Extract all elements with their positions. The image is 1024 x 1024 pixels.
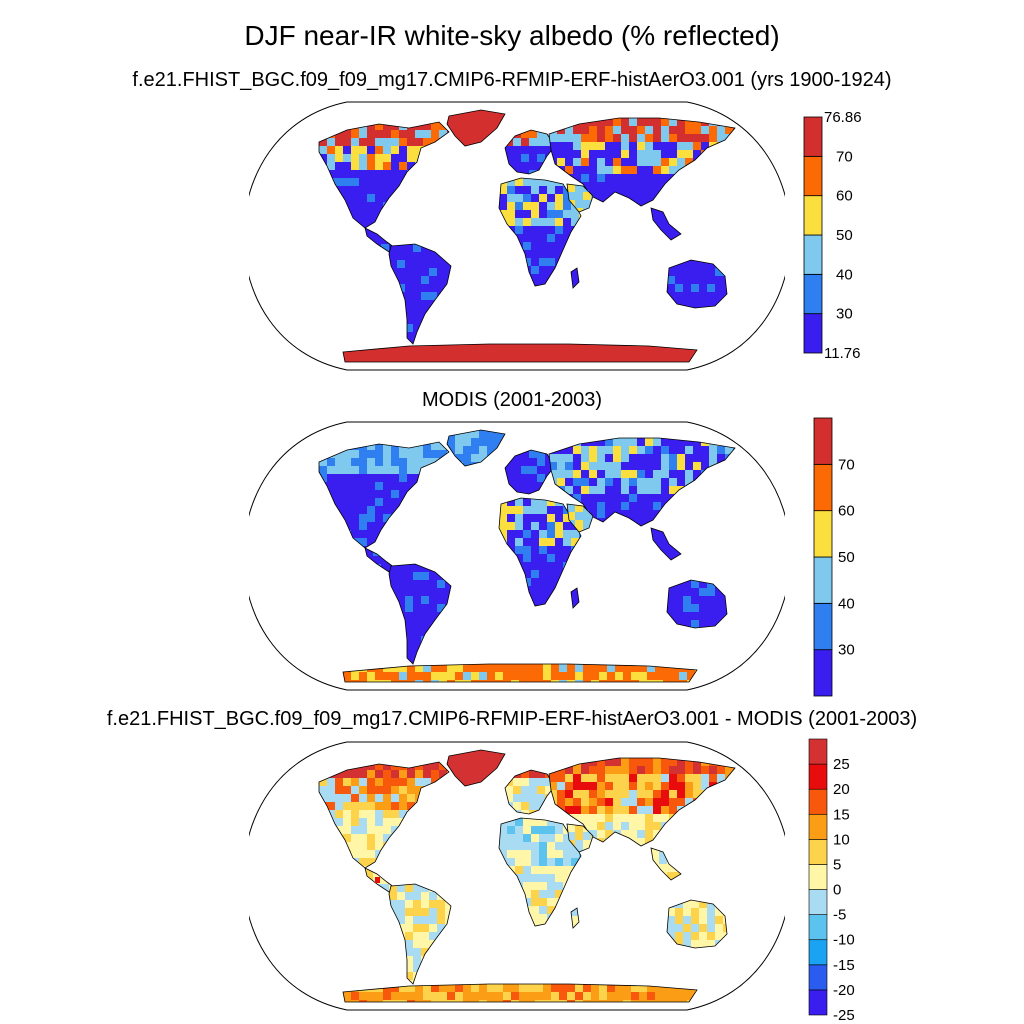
north-america-outline bbox=[318, 121, 450, 229]
arabia-outline bbox=[566, 183, 594, 213]
figure-title: DJF near-IR white-sky albedo (% reflecte… bbox=[244, 20, 780, 51]
colorbar-tick-label: -15 bbox=[833, 957, 855, 974]
southeast-asia-outline bbox=[650, 207, 682, 241]
colorbar-segment-4 bbox=[813, 463, 833, 512]
colorbar-tick-label: 20 bbox=[833, 781, 850, 798]
colorbar-segment-1 bbox=[808, 964, 828, 991]
colorbar-segment-0 bbox=[808, 989, 828, 1016]
madagascar-outline bbox=[570, 907, 580, 929]
colorbar-tick-label: -10 bbox=[833, 932, 855, 949]
europe-outline bbox=[504, 129, 556, 175]
arabia-outline bbox=[566, 823, 594, 853]
southeast-asia-outline bbox=[650, 847, 682, 881]
colorbar-tick-label: 11.76 bbox=[824, 345, 860, 362]
asia-outline bbox=[548, 437, 736, 527]
africa-outline bbox=[498, 817, 582, 927]
north-america-outline bbox=[318, 761, 450, 869]
antarctica-outline bbox=[342, 343, 698, 363]
difference-panel-title: f.e21.FHIST_BGC.f09_f09_mg17.CMIP6-RFMIP… bbox=[106, 708, 918, 730]
map-frame bbox=[249, 421, 785, 691]
australia-fill bbox=[667, 260, 727, 308]
asia-outline bbox=[548, 117, 736, 207]
colorbar-segment-3 bbox=[803, 195, 823, 236]
colorbar-tick-label: -20 bbox=[833, 982, 855, 999]
colorbar-segment-3 bbox=[808, 914, 828, 941]
colorbar-tick-label: 50 bbox=[838, 549, 855, 566]
colorbar-tick-label: 40 bbox=[838, 595, 855, 612]
colorbar-segment-5 bbox=[803, 116, 823, 157]
map-frame bbox=[249, 741, 785, 1011]
colorbar-segment-9 bbox=[808, 763, 828, 790]
colorbar-segment-5 bbox=[813, 417, 833, 465]
australia-outline bbox=[666, 579, 728, 629]
greenland-outline bbox=[446, 109, 506, 147]
modis-albedo-map bbox=[249, 421, 785, 691]
colorbar-segment-5 bbox=[808, 864, 828, 890]
map-frame bbox=[249, 101, 785, 371]
southeast-asia-outline bbox=[650, 527, 682, 561]
north-america-outline bbox=[318, 441, 450, 549]
colorbar-tick-label: 60 bbox=[836, 188, 853, 205]
south-america-outline bbox=[388, 883, 452, 985]
colorbar-tick-label: -5 bbox=[833, 907, 846, 924]
model-colorbar: 11.76 30 40 50 60 70 76.86 bbox=[803, 109, 862, 362]
model-albedo-map bbox=[249, 101, 785, 371]
madagascar-outline bbox=[570, 267, 580, 289]
europe-outline bbox=[504, 449, 556, 495]
africa-outline bbox=[498, 497, 582, 607]
colorbar-segment-0 bbox=[803, 313, 823, 354]
colorbar-segment-1 bbox=[803, 273, 823, 315]
asia-outline bbox=[548, 757, 736, 847]
colorbar-tick-label: -25 bbox=[833, 1007, 855, 1023]
colorbar-segment-7 bbox=[808, 813, 828, 840]
south-america-outline bbox=[388, 243, 452, 345]
colorbar-tick-label: 10 bbox=[833, 831, 850, 848]
australia-fill bbox=[667, 580, 727, 628]
colorbar-tick-label: 40 bbox=[836, 266, 853, 283]
greenland-outline bbox=[446, 429, 506, 467]
colorbar-segment-3 bbox=[813, 510, 833, 558]
colorbar-segment-1 bbox=[813, 602, 833, 651]
colorbar-tick-label: 76.86 bbox=[824, 109, 862, 126]
colorbar-segment-2 bbox=[813, 556, 833, 604]
madagascar-outline bbox=[570, 587, 580, 609]
antarctica-fill bbox=[343, 664, 697, 682]
colorbar-segment-2 bbox=[803, 234, 823, 275]
modis-panel-title: MODIS (2001-2003) bbox=[421, 389, 603, 411]
colorbar-segment-2 bbox=[808, 939, 828, 966]
model-panel-title: f.e21.FHIST_BGC.f09_f09_mg17.CMIP6-RFMIP… bbox=[132, 69, 892, 91]
colorbar-tick-label: 25 bbox=[833, 756, 850, 773]
pacific-anomaly-cell bbox=[375, 877, 380, 883]
colorbar-segment-4 bbox=[803, 155, 823, 197]
australia-outline bbox=[666, 899, 728, 949]
colorbar-tick-label: 5 bbox=[833, 856, 841, 873]
colorbar-tick-label: 30 bbox=[836, 306, 853, 323]
europe-outline bbox=[504, 769, 556, 815]
south-america-outline bbox=[388, 563, 452, 665]
colorbar-segment-0 bbox=[813, 649, 833, 697]
colorbar-tick-label: 70 bbox=[838, 456, 855, 473]
colorbar-tick-label: 70 bbox=[836, 148, 853, 165]
modis-colorbar: 30 40 50 60 70 bbox=[813, 417, 855, 697]
difference-map bbox=[249, 741, 785, 1011]
colorbar-segment-6 bbox=[808, 839, 828, 865]
colorbar-tick-label: 60 bbox=[838, 503, 855, 520]
colorbar-segment-4 bbox=[808, 889, 828, 915]
colorbar-segment-8 bbox=[808, 788, 828, 815]
colorbar-tick-label: 0 bbox=[833, 882, 841, 899]
colorbar-tick-label: 15 bbox=[833, 806, 850, 823]
colorbar-segment-10 bbox=[808, 738, 828, 765]
colorbar-tick-label: 50 bbox=[836, 227, 853, 244]
antarctica-outline bbox=[342, 663, 698, 683]
arabia-outline bbox=[566, 503, 594, 533]
greenland-outline bbox=[446, 749, 506, 787]
antarctica-outline bbox=[342, 983, 698, 1003]
colorbar-tick-label: 30 bbox=[838, 642, 855, 659]
australia-outline bbox=[666, 259, 728, 309]
difference-colorbar: 25 20 15 10 5 0 -5 -10 -15 -20 -25 bbox=[808, 738, 855, 1023]
africa-outline bbox=[498, 177, 582, 287]
